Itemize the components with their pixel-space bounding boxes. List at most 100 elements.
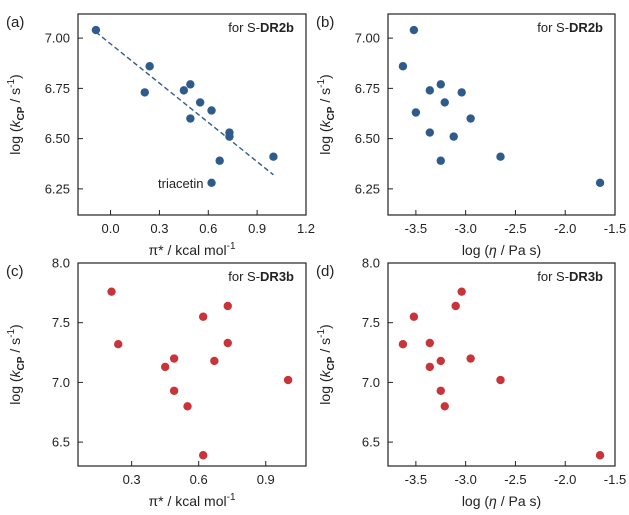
compound-annotation: for S-DR3b — [537, 269, 603, 284]
y-tick-label: 7.00 — [355, 31, 380, 46]
y-axis-label: log (kCP / s-1) — [316, 74, 337, 154]
annotation-prefix: for S- — [537, 20, 569, 35]
annotation-compound: DR2b — [260, 20, 294, 35]
data-point — [425, 338, 435, 348]
y-label-close: ) — [317, 74, 333, 79]
x-axis-label: π* / kcal mol-1 — [148, 492, 235, 509]
compound-annotation: for S-DR2b — [228, 20, 294, 35]
y-label-sub: CP — [16, 356, 27, 370]
data-point — [466, 114, 475, 123]
data-point — [409, 312, 419, 321]
panel-label: (c) — [6, 263, 24, 280]
y-label-post: / s — [317, 88, 333, 107]
x-axis-label: log (η / Pa s) — [462, 493, 541, 509]
x-tick-label: -2.5 — [504, 472, 526, 487]
x-tick-label: 0.9 — [257, 472, 275, 487]
data-point — [283, 375, 293, 385]
y-label-k: k — [317, 119, 333, 127]
y-tick-label: 7.0 — [52, 375, 70, 390]
data-point — [466, 354, 475, 363]
plot-frame — [387, 13, 616, 216]
data-point — [457, 287, 466, 296]
data-point — [440, 402, 449, 411]
x-tick-label: 0.9 — [248, 221, 266, 236]
y-label-close: ) — [7, 324, 23, 329]
y-tick-label: 7.5 — [362, 315, 380, 330]
data-point — [398, 340, 408, 349]
y-label-sup: -1 — [316, 329, 327, 338]
data-point — [223, 301, 232, 311]
data-point — [145, 62, 154, 71]
y-label-sup: -1 — [6, 79, 17, 88]
data-point — [440, 98, 449, 107]
y-tick-label: 7.0 — [362, 375, 380, 390]
y-tick-label: 7.5 — [52, 315, 70, 330]
x-tick-label: -2.0 — [554, 472, 576, 487]
panel-1: 0.0 0.3 0.6 0.9 1.2 6.25 6.50 6.75 7.00 (a) for S-… — [6, 13, 315, 258]
data-point — [449, 132, 458, 141]
fit-line — [95, 31, 274, 176]
y-label-post: / s — [7, 88, 23, 107]
plot-frame — [77, 262, 307, 467]
y-axis-label: log (kCP / s-1) — [6, 74, 27, 154]
x-tick-label: 0.0 — [102, 221, 120, 236]
y-label-sub: CP — [326, 106, 337, 120]
y-tick-label: 6.50 — [355, 131, 380, 146]
annotation-prefix: for S- — [228, 20, 260, 35]
data-point — [436, 356, 445, 366]
y-label-post: / s — [7, 338, 23, 357]
annotation-compound: DR2b — [569, 20, 603, 35]
x-label-post: / Pa s) — [497, 493, 541, 509]
data-point — [457, 88, 466, 97]
y-label-sup: -1 — [6, 329, 17, 338]
x-tick-label: -1.5 — [604, 221, 626, 236]
compound-annotation: for S-DR2b — [537, 20, 603, 35]
data-point — [215, 156, 224, 165]
data-point — [595, 451, 605, 460]
y-label-pre: log ( — [317, 127, 333, 155]
x-tick-label: -3.5 — [405, 472, 427, 487]
x-tick-label: 1.2 — [297, 221, 315, 236]
data-point — [169, 354, 179, 363]
y-label-close: ) — [7, 74, 23, 79]
x-tick-label: -3.0 — [454, 221, 476, 236]
data-point — [107, 287, 116, 296]
plot-frame — [77, 13, 307, 216]
data-point — [207, 178, 216, 188]
annotation-compound: DR3b — [569, 269, 603, 284]
y-tick-label: 6.75 — [45, 81, 70, 96]
y-label-close: ) — [317, 324, 333, 329]
x-label-sup: -1 — [227, 241, 236, 252]
data-point — [496, 375, 505, 385]
x-label-main: π* / kcal mol — [148, 493, 226, 509]
data-point — [186, 80, 195, 89]
y-label-sub: CP — [16, 106, 27, 120]
data-point — [269, 152, 278, 161]
y-label-pre: log ( — [7, 377, 23, 405]
x-tick-label: 0.6 — [199, 221, 217, 236]
data-point — [411, 108, 421, 117]
annotation-prefix: for S- — [228, 269, 260, 284]
data-point — [223, 338, 232, 348]
data-point — [398, 62, 408, 71]
y-axis-label: log (kCP / s-1) — [316, 324, 337, 404]
data-point — [210, 356, 219, 366]
y-label-k: k — [7, 369, 23, 377]
y-label-sub: CP — [326, 356, 337, 370]
data-point — [207, 106, 216, 115]
x-tick-label: 0.3 — [123, 472, 141, 487]
data-point — [425, 86, 435, 95]
data-point — [436, 80, 445, 89]
data-point — [451, 301, 460, 311]
y-tick-label: 6.50 — [45, 131, 70, 146]
data-point — [160, 362, 170, 372]
x-tick-label: 0.6 — [190, 472, 208, 487]
x-tick-label: 0.3 — [150, 221, 168, 236]
y-label-pre: log ( — [7, 127, 23, 155]
x-label-sup: -1 — [227, 492, 236, 503]
data-point — [198, 451, 208, 460]
data-point — [114, 340, 123, 349]
x-label-pre: log ( — [462, 493, 490, 509]
data-point — [409, 25, 419, 35]
